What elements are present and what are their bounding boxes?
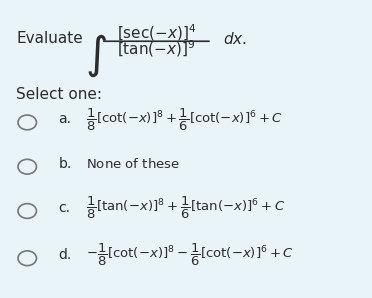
Text: b.: b. [59,157,72,171]
Text: Evaluate: Evaluate [16,31,83,46]
Text: $[\mathrm{tan}(-x)]^9$: $[\mathrm{tan}(-x)]^9$ [117,38,196,59]
Text: $dx.$: $dx.$ [223,31,247,47]
Text: $\dfrac{1}{8}[\cot(-x)]^8 + \dfrac{1}{6}[\cot(-x)]^6 + C$: $\dfrac{1}{8}[\cot(-x)]^8 + \dfrac{1}{6}… [86,106,283,133]
Text: $[\mathrm{sec}(-x)]^4$: $[\mathrm{sec}(-x)]^4$ [117,22,196,43]
Text: $-\dfrac{1}{8}[\cot(-x)]^8 - \dfrac{1}{6}[\cot(-x)]^6 + C$: $-\dfrac{1}{8}[\cot(-x)]^8 - \dfrac{1}{6… [86,242,295,268]
Text: $\dfrac{1}{8}[\tan(-x)]^8 + \dfrac{1}{6}[\tan(-x)]^6 + C$: $\dfrac{1}{8}[\tan(-x)]^8 + \dfrac{1}{6}… [86,195,286,221]
Text: $\int$: $\int$ [84,32,106,79]
Text: Select one:: Select one: [16,87,102,102]
Text: $\mathrm{None\ of\ these}$: $\mathrm{None\ of\ these}$ [86,157,180,171]
Text: a.: a. [59,112,72,126]
Text: c.: c. [59,201,71,215]
Text: d.: d. [59,248,72,262]
